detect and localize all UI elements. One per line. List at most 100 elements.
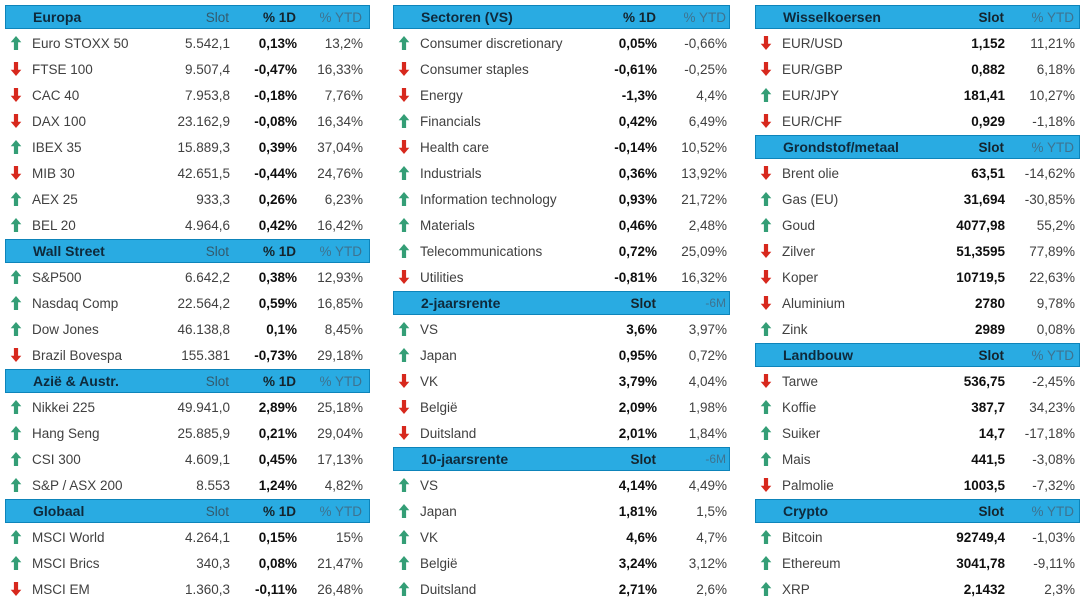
table-title: Wisselkoersen	[783, 9, 881, 25]
market-table: Wall Street Slot % 1D % YTD S&P500 6.642,2…	[5, 238, 370, 368]
row-value: 4,49%	[688, 477, 727, 493]
row-value: 16,32%	[681, 269, 727, 285]
row-value: 0,72%	[688, 347, 727, 363]
table-header: Globaal Slot % 1D % YTD	[5, 499, 370, 523]
up-arrow-icon	[393, 478, 420, 492]
row-name: Duitsland	[420, 425, 477, 441]
row-value: -14,62%	[1024, 165, 1075, 181]
up-arrow-icon	[393, 218, 420, 232]
table-row: Energy -1,3% 4,4%	[393, 82, 730, 108]
row-name: Koffie	[782, 399, 817, 415]
table-row: Duitsland 2,01% 1,84%	[393, 420, 730, 446]
up-arrow-icon	[393, 166, 420, 180]
table-row: EUR/CHF 0,929 -1,18%	[755, 108, 1080, 134]
row-value: 0,45%	[258, 451, 297, 467]
table-rows: Euro STOXX 50 5.542,1 0,13% 13,2% FTSE 100…	[5, 30, 370, 238]
up-arrow-icon	[755, 218, 782, 232]
row-value: -9,11%	[1033, 555, 1075, 571]
row-name: EUR/GBP	[782, 61, 843, 77]
up-arrow-icon	[5, 322, 32, 336]
row-value: 7.953,8	[184, 87, 230, 103]
row-value: 0,1%	[266, 321, 297, 337]
row-value: 0,95%	[618, 347, 657, 363]
table-header: Europa Slot % 1D % YTD	[5, 5, 370, 29]
down-arrow-icon	[393, 270, 420, 284]
down-arrow-icon	[755, 166, 782, 180]
row-value: 9,78%	[1036, 295, 1075, 311]
row-value: 2,89%	[258, 399, 297, 415]
market-table: 10-jaarsrente Slot -6M VS 4,14% 4,49% Japa…	[393, 446, 730, 601]
row-value: -0,73%	[254, 347, 297, 363]
row-value: 0,36%	[618, 165, 657, 181]
column-header: % YTD	[1031, 347, 1074, 363]
table-row: MIB 30 42.651,5 -0,44% 24,76%	[5, 160, 370, 186]
column-header: % YTD	[1031, 9, 1074, 25]
row-value: 55,2%	[1036, 217, 1075, 233]
row-value: 25,18%	[317, 399, 363, 415]
table-row: CSI 300 4.609,1 0,45% 17,13%	[5, 446, 370, 472]
up-arrow-icon	[5, 478, 32, 492]
row-value: 1,5%	[696, 503, 727, 519]
table-title: Crypto	[783, 503, 829, 519]
row-name: Nasdaq Comp	[32, 295, 119, 311]
row-value: 2,1432	[963, 581, 1005, 597]
up-arrow-icon	[5, 452, 32, 466]
row-value: 340,3	[196, 555, 230, 571]
up-arrow-icon	[393, 556, 420, 570]
up-arrow-icon	[5, 218, 32, 232]
row-value: 17,13%	[317, 451, 363, 467]
up-arrow-icon	[5, 140, 32, 154]
down-arrow-icon	[5, 166, 32, 180]
table-row: DAX 100 23.162,9 -0,08% 16,34%	[5, 108, 370, 134]
row-value: -0,08%	[254, 113, 297, 129]
row-name: Gas (EU)	[782, 191, 839, 207]
up-arrow-icon	[5, 296, 32, 310]
row-value: 0,26%	[258, 191, 297, 207]
row-name: VK	[420, 529, 439, 545]
table-row: België 2,09% 1,98%	[393, 394, 730, 420]
table-title: Grondstof/metaal	[783, 139, 899, 155]
row-value: 441,5	[971, 451, 1005, 467]
row-name: EUR/USD	[782, 35, 843, 51]
column-header: % YTD	[683, 9, 726, 25]
table-title: Sectoren (VS)	[421, 9, 513, 25]
table-row: IBEX 35 15.889,3 0,39% 37,04%	[5, 134, 370, 160]
down-arrow-icon	[755, 114, 782, 128]
table-header: Grondstof/metaal Slot % YTD	[755, 135, 1080, 159]
table-row: VS 4,14% 4,49%	[393, 472, 730, 498]
table-row: Euro STOXX 50 5.542,1 0,13% 13,2%	[5, 30, 370, 56]
row-value: 49.941,0	[177, 399, 230, 415]
table-row: Ethereum 3041,78 -9,11%	[755, 550, 1080, 576]
up-arrow-icon	[755, 426, 782, 440]
column-header: Slot	[205, 373, 229, 389]
table-rows: Bitcoin 92749,4 -1,03% Ethereum 3041,78 -9…	[755, 524, 1080, 601]
up-arrow-icon	[5, 530, 32, 544]
table-row: Information technology 0,93% 21,72%	[393, 186, 730, 212]
market-table: 2-jaarsrente Slot -6M VS 3,6% 3,97% Japan …	[393, 290, 730, 446]
row-value: 51,3595	[956, 243, 1005, 259]
row-value: -30,85%	[1024, 191, 1075, 207]
row-value: 536,75	[963, 373, 1005, 389]
table-row: Utilities -0,81% 16,32%	[393, 264, 730, 290]
down-arrow-icon	[393, 426, 420, 440]
row-value: 6,23%	[324, 191, 363, 207]
row-value: -0,81%	[614, 269, 657, 285]
row-name: Brazil Bovespa	[32, 347, 123, 363]
table-row: Materials 0,46% 2,48%	[393, 212, 730, 238]
row-value: 387,7	[971, 399, 1005, 415]
table-row: Zilver 51,3595 77,89%	[755, 238, 1080, 264]
column-header: Slot	[205, 503, 229, 519]
column-header: % 1D	[262, 9, 296, 25]
row-value: 4.264,1	[184, 529, 230, 545]
market-table: Globaal Slot % 1D % YTD MSCI World 4.264,1…	[5, 498, 370, 601]
table-header: Landbouw Slot % YTD	[755, 343, 1080, 367]
down-arrow-icon	[5, 348, 32, 362]
table-row: S&P / ASX 200 8.553 1,24% 4,82%	[5, 472, 370, 498]
row-name: Mais	[782, 451, 811, 467]
up-arrow-icon	[393, 504, 420, 518]
table-row: Goud 4077,98 55,2%	[755, 212, 1080, 238]
up-arrow-icon	[5, 400, 32, 414]
table-row: EUR/JPY 181,41 10,27%	[755, 82, 1080, 108]
table-title: 2-jaarsrente	[421, 295, 501, 311]
row-value: 11,21%	[1030, 35, 1075, 51]
